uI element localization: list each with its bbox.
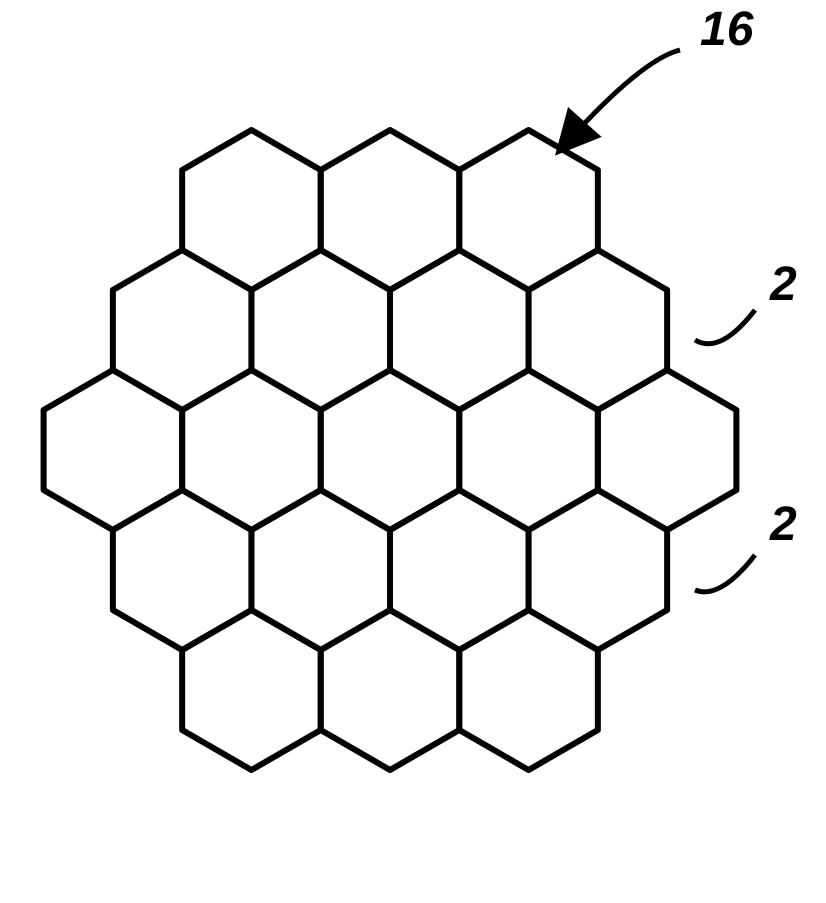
hex-cell — [44, 370, 183, 530]
label-2b: 2 — [695, 498, 797, 592]
hex-cell — [321, 130, 460, 290]
hex-cell — [459, 370, 598, 530]
hex-cell — [182, 370, 321, 530]
hex-cell — [598, 370, 737, 530]
label-2b-leader — [695, 555, 755, 592]
hex-cell — [459, 610, 598, 770]
hex-cell — [182, 130, 321, 290]
hex-cell — [251, 250, 390, 410]
hex-cell — [529, 490, 668, 650]
label-16-leader — [560, 50, 680, 150]
hex-cell — [182, 610, 321, 770]
hex-cell — [113, 250, 252, 410]
label-2b-text: 2 — [769, 498, 797, 551]
label-2a-text: 2 — [769, 258, 797, 311]
label-2a: 2 — [695, 258, 797, 344]
label-2a-leader — [695, 310, 755, 344]
hex-cell — [251, 490, 390, 650]
label-16-text: 16 — [700, 3, 754, 56]
hex-cell — [529, 250, 668, 410]
hex-cell — [113, 490, 252, 650]
hex-cell — [390, 250, 529, 410]
label-16: 16 — [560, 3, 754, 150]
hex-cell — [321, 370, 460, 530]
hex-grid — [44, 130, 737, 770]
hex-cell — [321, 610, 460, 770]
diagram-canvas: 1622 — [0, 0, 826, 903]
hex-cell — [390, 490, 529, 650]
hex-cell — [459, 130, 598, 290]
